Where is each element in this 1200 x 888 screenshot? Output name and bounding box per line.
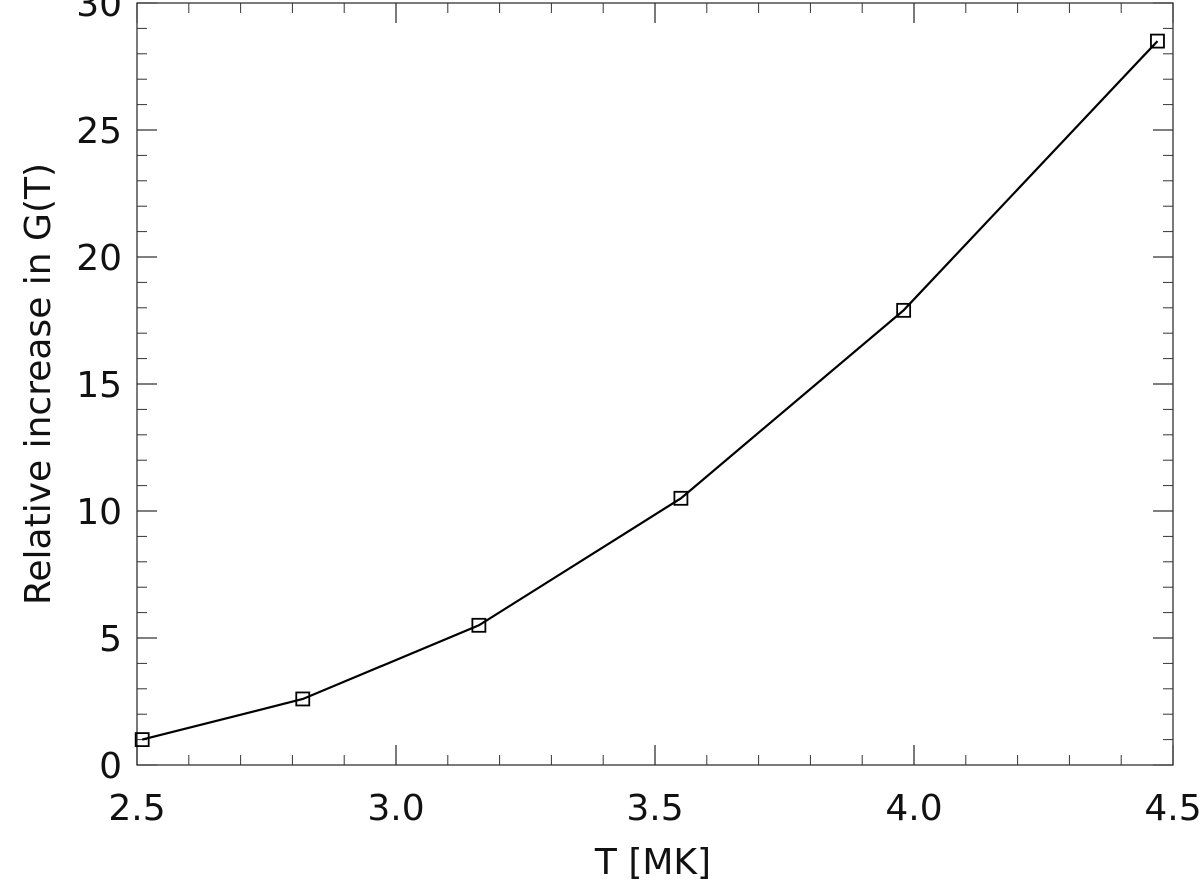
y-tick-label: 25 <box>76 111 122 152</box>
data-point-marker <box>295 691 311 707</box>
x-tick-label: 3.5 <box>626 788 683 829</box>
data-point-marker <box>134 732 150 747</box>
data-point-marker <box>1150 33 1165 49</box>
series-layer <box>134 33 1165 747</box>
x-tick-label: 4.5 <box>1144 788 1200 829</box>
labels-layer: T [MK] Relative increase in G(T) <box>18 163 711 883</box>
y-tick-label: 0 <box>99 746 122 787</box>
y-tick-label: 20 <box>76 238 122 279</box>
y-tick-label: 5 <box>99 619 122 660</box>
y-tick-label: 10 <box>76 492 122 533</box>
plot-frame <box>136 2 1174 766</box>
x-axis-title: T [MK] <box>594 842 711 883</box>
y-tick-label: 30 <box>76 0 122 25</box>
y-axis-title: Relative increase in G(T) <box>18 163 59 605</box>
y-tick-label: 15 <box>76 365 122 406</box>
axes: 2.5 3.0 3.5 4.0 4.5 0 5 10 15 20 25 30 <box>76 0 1200 829</box>
x-tick-label: 3.0 <box>367 788 424 829</box>
series-line <box>141 40 1159 741</box>
data-point-marker <box>896 302 912 318</box>
data-point-marker <box>673 490 689 506</box>
data-point-marker <box>471 617 487 633</box>
x-tick-label: 4.0 <box>885 788 942 829</box>
x-tick-label: 2.5 <box>108 788 165 829</box>
